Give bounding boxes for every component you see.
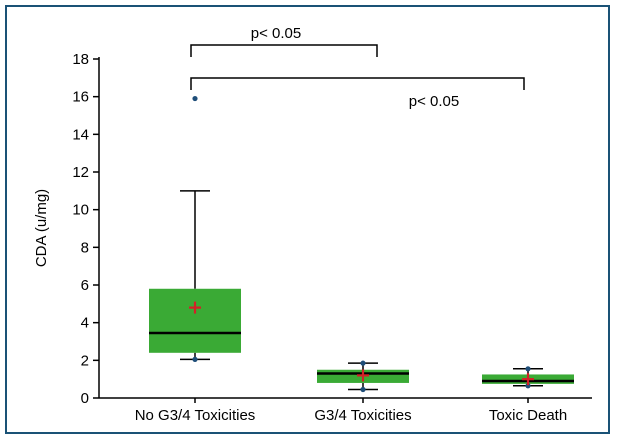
p-value-label: p< 0.05 [409, 93, 459, 110]
y-tick-label: 6 [81, 277, 89, 294]
data-point [360, 360, 366, 366]
data-point [525, 383, 531, 389]
y-tick-label: 10 [72, 202, 89, 219]
y-axis-title: CDA (u/mg) [33, 189, 50, 267]
data-point [360, 386, 366, 393]
data-point [192, 95, 198, 102]
p-value-label: p< 0.05 [251, 25, 301, 42]
y-tick-label: 0 [81, 390, 89, 407]
box-iqr [149, 288, 241, 353]
y-tick-label: 4 [81, 315, 89, 332]
x-tick-label: No G3/4 Toxicities [135, 407, 256, 424]
y-tick-label: 16 [72, 89, 89, 106]
y-tick-label: 2 [81, 352, 89, 369]
x-tick-label: Toxic Death [489, 407, 567, 424]
chart-frame [5, 5, 610, 434]
data-point [192, 356, 198, 362]
y-tick-label: 12 [72, 164, 89, 181]
significance-bracket [190, 77, 525, 90]
y-tick-label: 14 [72, 126, 89, 143]
y-tick-label: 18 [72, 51, 89, 68]
data-point [525, 366, 531, 372]
y-tick-label: 8 [81, 239, 89, 256]
significance-bracket [190, 44, 378, 57]
x-tick-label: G3/4 Toxicities [314, 407, 411, 424]
